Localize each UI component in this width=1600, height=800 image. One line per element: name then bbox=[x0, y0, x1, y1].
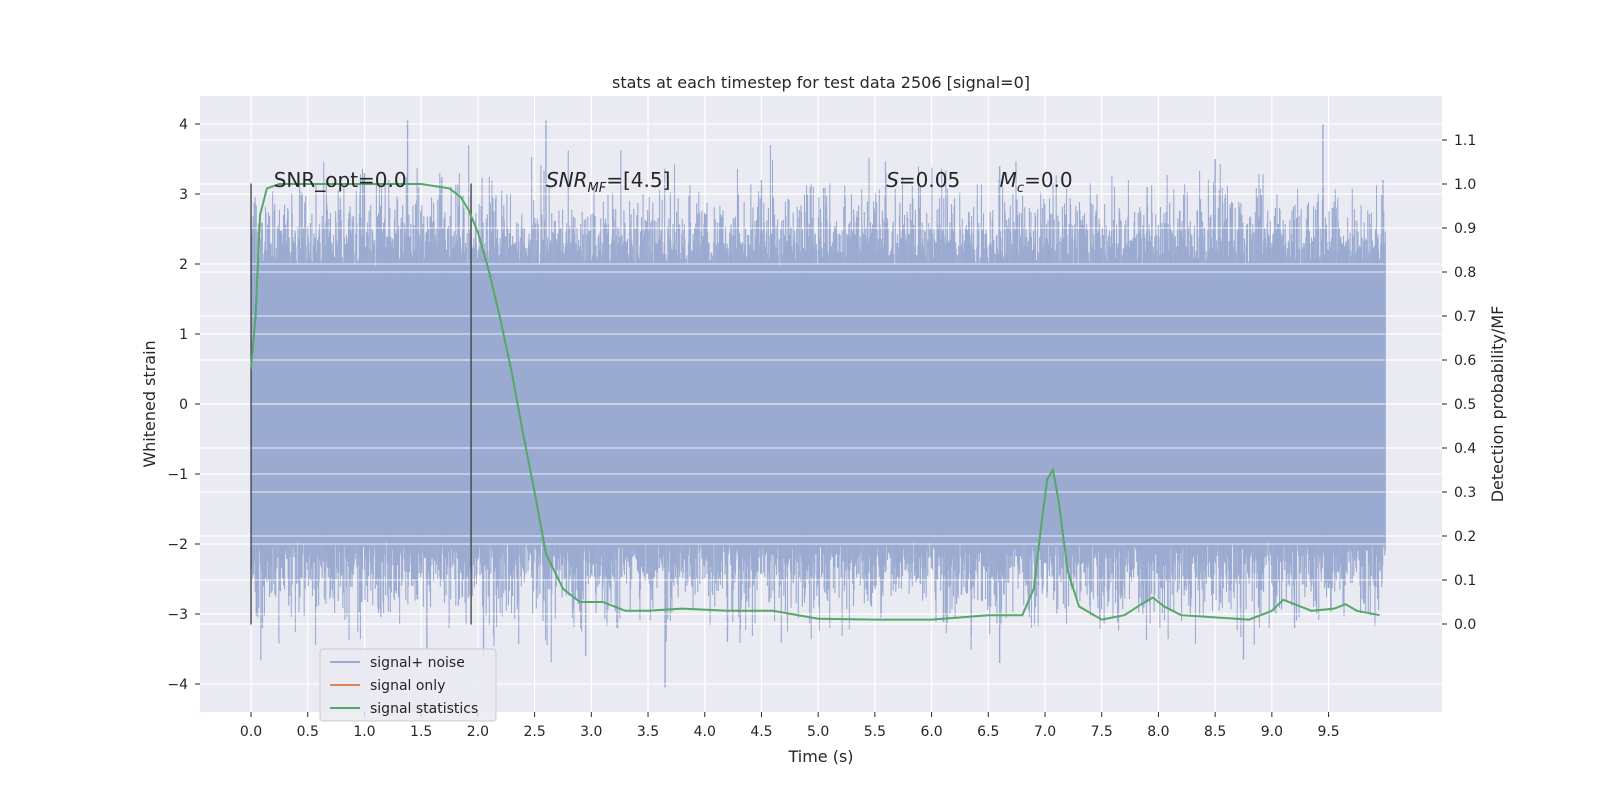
y2-tick-label: 0.9 bbox=[1454, 221, 1476, 237]
x-tick-label: 1.5 bbox=[410, 724, 432, 740]
y2-tick-label: 0.8 bbox=[1454, 265, 1476, 281]
series-signal-statistics bbox=[250, 183, 1380, 621]
y-tick-label: 0 bbox=[179, 397, 188, 413]
y-tick-label: −4 bbox=[167, 677, 188, 693]
y2-tick-label: 0.4 bbox=[1454, 441, 1476, 457]
y-tick-label: 2 bbox=[179, 257, 188, 273]
x-tick-label: 3.5 bbox=[637, 724, 659, 740]
y-axis-label: Whitened strain bbox=[140, 340, 159, 467]
x-tick-label: 7.0 bbox=[1034, 724, 1056, 740]
x-tick-label: 5.5 bbox=[864, 724, 886, 740]
annotation-text: SNRMF=[4.5] bbox=[546, 168, 670, 196]
vertical-markers bbox=[250, 183, 472, 625]
y-tick-label: 3 bbox=[179, 187, 188, 203]
y2-axis-ticks: 0.0 0.1 0.2 0.3 0.4 0.5 0.6 0.7 0.8 0.9 1.0 1.1 bbox=[1442, 133, 1476, 633]
y-tick-label: −3 bbox=[167, 607, 188, 623]
signal-statistics-line bbox=[250, 183, 1380, 621]
annotation-text: S=0.05 bbox=[886, 168, 960, 192]
y2-tick-label: 0.1 bbox=[1454, 573, 1476, 589]
x-tick-label: 9.0 bbox=[1261, 724, 1283, 740]
x-tick-label: 4.5 bbox=[750, 724, 772, 740]
legend-box bbox=[319, 648, 497, 722]
y-tick-label: 4 bbox=[179, 117, 188, 133]
x-axis-label: Time (s) bbox=[787, 747, 853, 766]
y2-tick-label: 0.3 bbox=[1454, 485, 1476, 501]
y-tick-label: 1 bbox=[179, 327, 188, 343]
y2-tick-label: 0.0 bbox=[1454, 617, 1476, 633]
chart-title: stats at each timestep for test data 250… bbox=[612, 73, 1030, 92]
y-tick-label: −2 bbox=[167, 537, 188, 553]
x-tick-label: 2.0 bbox=[467, 724, 489, 740]
y2-tick-label: 0.6 bbox=[1454, 353, 1476, 369]
x-tick-label: 6.0 bbox=[920, 724, 942, 740]
annotation-text: Mc=0.0 bbox=[1000, 168, 1073, 196]
x-axis-ticks: 0.0 0.5 1.0 1.5 2.0 2.5 3.0 3.5 4.0 4.5 5.0 5.5 6.0 6… bbox=[240, 712, 1340, 740]
x-tick-label: 0.0 bbox=[240, 724, 262, 740]
y2-tick-label: 1.1 bbox=[1454, 133, 1476, 149]
x-tick-label: 8.5 bbox=[1204, 724, 1226, 740]
series-signal-plus-noise bbox=[250, 120, 1386, 688]
y2-axis-label: Detection probability/MF bbox=[1488, 306, 1507, 503]
x-tick-label: 3.0 bbox=[580, 724, 602, 740]
y2-tick-label: 0.5 bbox=[1454, 397, 1476, 413]
y-axis-ticks: −4 −3 −2 −1 0 1 2 3 4 bbox=[167, 117, 200, 693]
x-tick-label: 6.5 bbox=[977, 724, 999, 740]
legend: signal+ noise signal only signal statist… bbox=[319, 648, 497, 722]
y2-tick-label: 0.2 bbox=[1454, 529, 1476, 545]
x-tick-label: 0.5 bbox=[297, 724, 319, 740]
x-tick-label: 7.5 bbox=[1091, 724, 1113, 740]
y2-tick-label: 1.0 bbox=[1454, 177, 1476, 193]
x-tick-label: 1.0 bbox=[353, 724, 375, 740]
y2-tick-label: 0.7 bbox=[1454, 309, 1476, 325]
annotations: SNR_opt=0.0 SNRMF=[4.5] S=0.05 Mc=0.0 bbox=[274, 168, 1073, 196]
x-tick-label: 8.0 bbox=[1147, 724, 1169, 740]
x-tick-label: 2.5 bbox=[523, 724, 545, 740]
x-tick-label: 5.0 bbox=[807, 724, 829, 740]
legend-label-signal-statistics: signal statistics bbox=[370, 701, 478, 717]
legend-label-signal-only: signal only bbox=[370, 678, 445, 694]
legend-label-signal-plus-noise: signal+ noise bbox=[370, 655, 465, 671]
x-tick-label: 4.0 bbox=[694, 724, 716, 740]
y-tick-label: −1 bbox=[167, 467, 188, 483]
x-tick-label: 9.5 bbox=[1317, 724, 1339, 740]
annotation-text: SNR_opt=0.0 bbox=[274, 168, 407, 192]
